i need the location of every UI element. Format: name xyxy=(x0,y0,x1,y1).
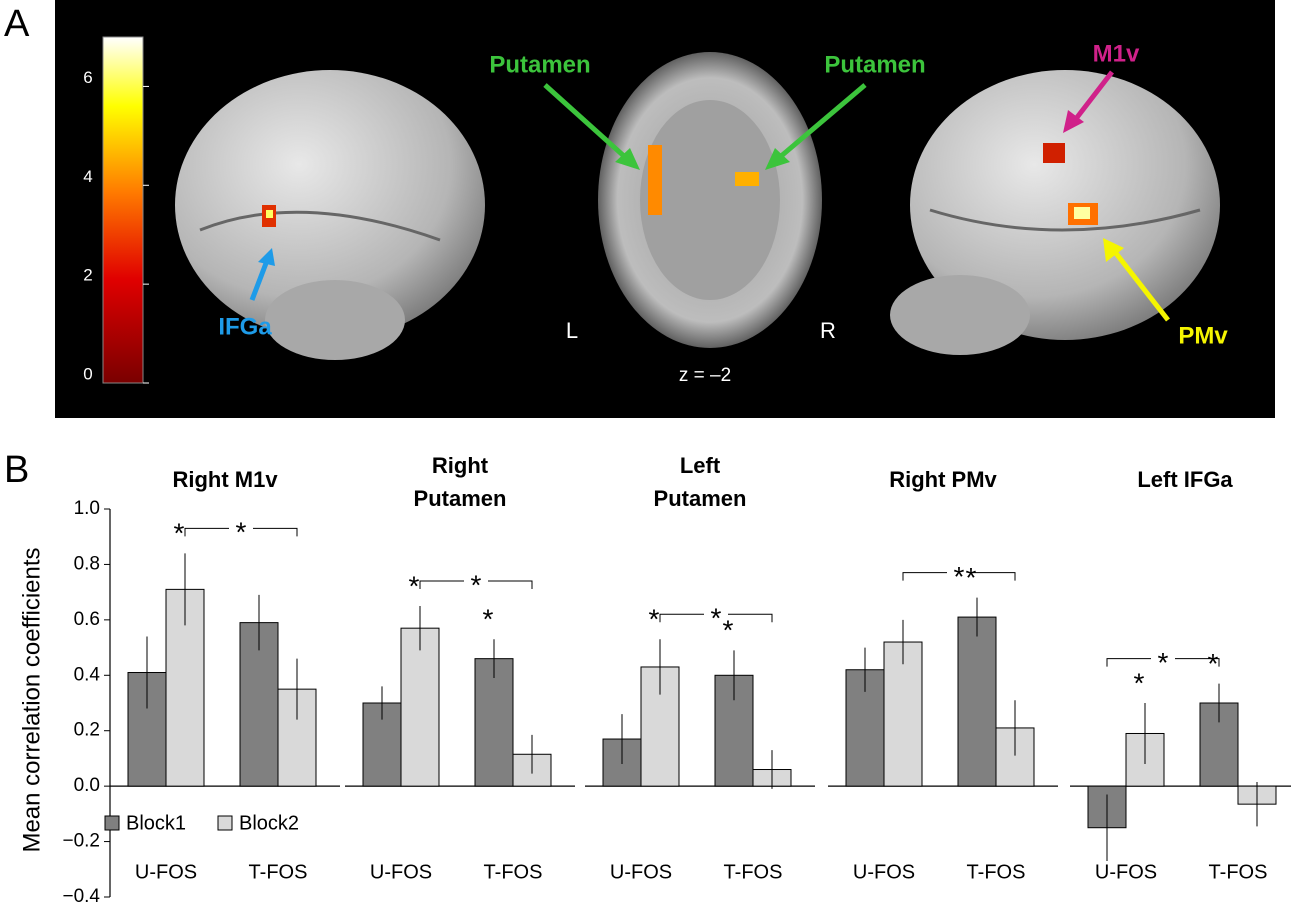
brain-left xyxy=(175,70,485,340)
significance-star: * xyxy=(723,615,734,646)
region-label: Putamen xyxy=(489,51,590,78)
bar xyxy=(883,641,923,787)
significance-star: * xyxy=(174,518,185,549)
sulcus xyxy=(929,208,1201,232)
y-tick-label: 0.8 xyxy=(74,553,100,574)
bracket xyxy=(659,613,773,623)
colorbar-tick-label: 4 xyxy=(83,167,92,186)
x-tick-label: T-FOS xyxy=(724,861,783,883)
bracket-label: * xyxy=(711,603,722,634)
x-tick-label: T-FOS xyxy=(249,861,308,883)
y-tick-label: 0.0 xyxy=(74,775,100,796)
x-tick-label: T-FOS xyxy=(967,861,1026,883)
bar xyxy=(474,658,514,787)
brain-right xyxy=(910,70,1220,340)
arrows xyxy=(249,70,1170,322)
hemisphere-label: R xyxy=(820,318,836,343)
chart-title: Right PMv xyxy=(889,467,997,492)
x-tick-label: T-FOS xyxy=(1209,861,1268,883)
colorbar xyxy=(102,36,144,384)
chart-title: Putamen xyxy=(414,486,507,511)
activation xyxy=(1074,207,1090,219)
bracket xyxy=(1106,658,1220,667)
brain-panel: IFGa Putamen Putamen M1v PMv L R z = –2 xyxy=(55,0,1275,418)
slice-inner xyxy=(640,100,780,300)
x-tick-label: U-FOS xyxy=(853,861,915,883)
sulcus xyxy=(199,210,441,242)
chart-title: Left IFGa xyxy=(1137,467,1233,492)
x-tick-label: U-FOS xyxy=(1095,861,1157,883)
chart-title: Right xyxy=(432,453,489,478)
significance-star: * xyxy=(1208,648,1219,679)
legend-label: Block1 xyxy=(126,812,186,834)
y-axis-label: Mean correlation coefficients xyxy=(18,547,45,852)
colorbar-tick-label: 6 xyxy=(83,68,92,87)
panel-label: A xyxy=(4,3,30,45)
bracket-label: * xyxy=(1158,647,1169,678)
chart-title: Putamen xyxy=(654,486,747,511)
bracket xyxy=(184,527,298,537)
bracket-label: * xyxy=(954,561,965,592)
activation xyxy=(266,210,273,218)
bar xyxy=(957,616,997,787)
bracket-label: * xyxy=(236,517,247,548)
significance-star: * xyxy=(966,562,977,593)
significance-star: * xyxy=(483,604,494,635)
activation xyxy=(1043,143,1065,163)
bar xyxy=(400,627,440,787)
hemisphere-label: L xyxy=(566,318,578,343)
activation xyxy=(648,145,662,215)
y-tick-label: 0.2 xyxy=(74,720,100,741)
x-tick-label: T-FOS xyxy=(484,861,543,883)
region-label: PMv xyxy=(1178,322,1228,349)
legend-label: Block2 xyxy=(239,812,299,834)
x-tick-label: U-FOS xyxy=(135,861,197,883)
y-tick-label: −0.2 xyxy=(62,831,100,852)
bracket xyxy=(902,572,1016,581)
legend-swatch xyxy=(104,815,120,831)
region-label: Putamen xyxy=(824,51,925,78)
significance-star: * xyxy=(649,604,660,635)
legend-swatch xyxy=(217,815,233,831)
colorbar-tick-label: 0 xyxy=(83,364,92,383)
y-tick-label: 0.6 xyxy=(74,609,100,630)
significance-star: * xyxy=(1134,667,1145,698)
colorbar-tick-label: 2 xyxy=(83,266,92,285)
bracket xyxy=(419,580,533,589)
panel-label: B xyxy=(4,449,29,491)
region-label: IFGa xyxy=(218,313,272,340)
x-tick-label: U-FOS xyxy=(370,861,432,883)
region-label: M1v xyxy=(1093,40,1140,67)
cerebellum xyxy=(890,275,1030,355)
y-tick-label: −0.4 xyxy=(62,886,100,907)
activation xyxy=(735,172,759,186)
significance-star: * xyxy=(409,570,420,601)
bracket-label: * xyxy=(471,569,482,600)
cerebellum xyxy=(265,280,405,360)
slice-label: z = –2 xyxy=(679,365,731,386)
x-tick-label: U-FOS xyxy=(610,861,672,883)
y-tick-label: 1.0 xyxy=(74,498,100,519)
chart-title: Left xyxy=(680,453,721,478)
y-tick-label: 0.4 xyxy=(74,664,101,685)
chart-title: Right M1v xyxy=(172,467,278,492)
